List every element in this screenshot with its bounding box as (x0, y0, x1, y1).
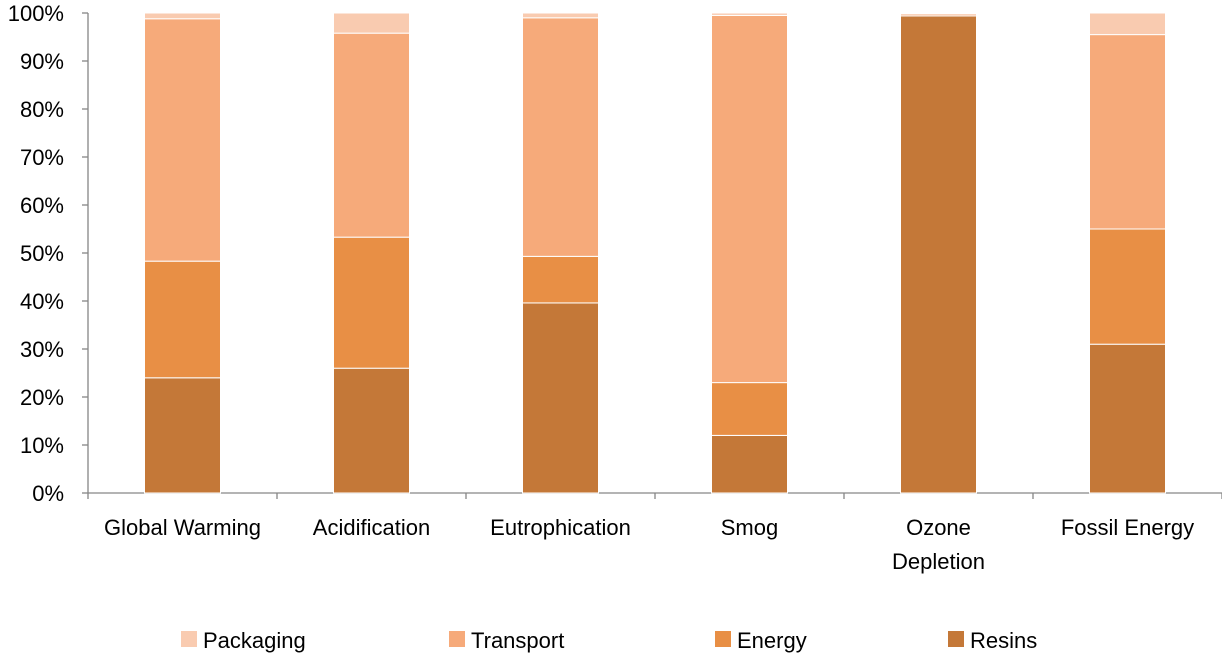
bar-segment-energy (522, 255, 599, 304)
y-tick-label: 70% (20, 145, 64, 170)
axes (82, 12, 1222, 499)
legend-label-resins: Resins (970, 628, 1037, 653)
bar-segment-transport (333, 32, 410, 238)
bar-segment-resins (711, 434, 788, 494)
x-category-label: Eutrophication (490, 515, 631, 540)
legend-label-packaging: Packaging (203, 628, 306, 653)
legend-swatch-resins (948, 631, 964, 647)
y-tick-label: 0% (32, 481, 64, 506)
legend-swatch-transport (449, 631, 465, 647)
y-tick-label: 80% (20, 97, 64, 122)
legend: Packaging Transport Energy Resins (181, 628, 1037, 653)
bar-segment-energy (1089, 228, 1166, 345)
y-tick-label: 30% (20, 337, 64, 362)
bar-segment-energy (333, 236, 410, 369)
y-tick-label: 20% (20, 385, 64, 410)
bar-segment-resins (333, 367, 410, 494)
legend-swatch-packaging (181, 631, 197, 647)
bar-segment-transport (711, 14, 788, 384)
bar-segment-packaging (522, 12, 599, 19)
x-category-label: Fossil Energy (1061, 515, 1194, 540)
x-category-label: Depletion (892, 549, 985, 574)
bar-segment-packaging (711, 12, 788, 16)
bar-segment-resins (1089, 343, 1166, 494)
y-tick-label: 60% (20, 193, 64, 218)
bar-segment-energy (711, 382, 788, 436)
x-category-label: Acidification (313, 515, 430, 540)
y-tick-label: 90% (20, 49, 64, 74)
legend-label-energy: Energy (737, 628, 807, 653)
bar-segment-packaging (1089, 12, 1166, 36)
bar-segment-resins (522, 302, 599, 494)
bar-segment-packaging (333, 12, 410, 34)
x-category-label: Smog (721, 515, 778, 540)
y-tick-label: 100% (8, 1, 64, 26)
legend-label-transport: Transport (471, 628, 564, 653)
bar-segment-transport (522, 17, 599, 257)
labels: 0% 10% 20% 30% 40% 50% 60% 70% 80% 90% 100% Global … (8, 1, 1194, 574)
legend-swatch-energy (715, 631, 731, 647)
y-tick-label: 40% (20, 289, 64, 314)
y-tick-label: 50% (20, 241, 64, 266)
bar-segment-transport (144, 18, 221, 262)
bar-segment-resins (900, 15, 977, 494)
bars (144, 12, 1166, 494)
bar-segment-transport (1089, 34, 1166, 230)
y-tick-label: 10% (20, 433, 64, 458)
bar-segment-packaging (144, 12, 221, 20)
x-category-label: Global Warming (104, 515, 261, 540)
bar-segment-packaging (900, 12, 977, 15)
bar-segment-energy (144, 260, 221, 379)
bar-segment-resins (144, 377, 221, 494)
x-category-label: Ozone (906, 515, 971, 540)
